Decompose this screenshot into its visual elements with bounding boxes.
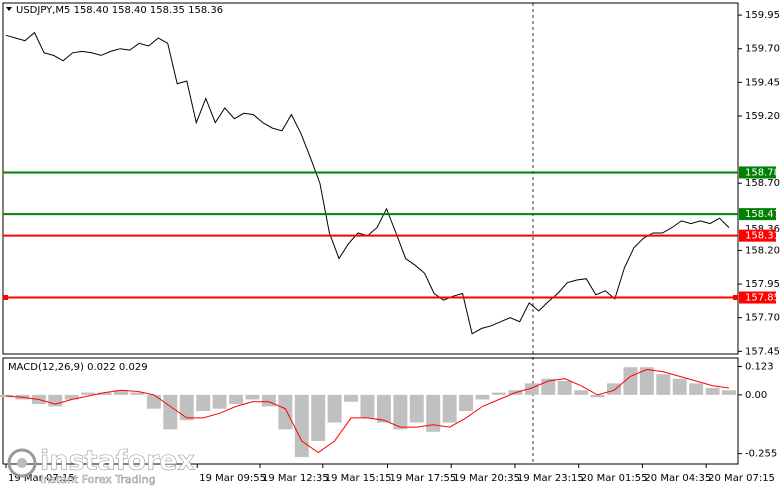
histogram-bar: [656, 374, 671, 395]
x-tick-label: 20 Mar 07:15: [708, 473, 775, 484]
level-label: 158.78: [745, 167, 780, 178]
y-tick-label: -0.255: [745, 449, 777, 460]
price-panel: [2, 2, 739, 355]
histogram-bar: [409, 394, 424, 423]
x-tick-label: 19 Mar 23:15: [517, 473, 584, 484]
y-tick-label: 159.70: [745, 44, 780, 55]
x-tick-label: 19 Mar 20:35: [453, 473, 520, 484]
histogram-bar: [229, 394, 244, 405]
y-tick-label: 0.00: [745, 390, 767, 401]
histogram-bar: [574, 390, 589, 395]
level-handle: [733, 295, 738, 301]
level-label: 157.85: [745, 293, 780, 304]
histogram-bar: [146, 394, 161, 409]
y-tick-label: 0.123: [745, 362, 774, 373]
histogram-bar: [722, 390, 736, 395]
histogram-bar: [179, 394, 194, 421]
histogram-bar: [623, 367, 638, 395]
level-box: [739, 208, 776, 221]
price-title: USDJPY,M5 158.40 158.40 158.35 158.36: [16, 5, 223, 16]
histogram-bar: [48, 394, 63, 407]
histogram-bar: [524, 383, 539, 395]
y-tick-label: 159.20: [745, 111, 780, 122]
x-tick-label: 19 Mar 17:55: [389, 473, 456, 484]
title-arrow: [6, 7, 12, 11]
macd-title: MACD(12,26,9) 0.022 0.029: [8, 362, 148, 373]
histogram-bar: [426, 394, 441, 432]
watermark-icon: [7, 448, 37, 478]
histogram-bar: [475, 394, 490, 400]
y-tick-label: 158.70: [745, 178, 780, 189]
y-tick-label: 157.95: [745, 279, 780, 290]
signal-line: [5, 368, 730, 454]
level-box: [739, 166, 776, 179]
histogram-bar: [442, 394, 457, 423]
x-tick-label: 19 Mar 12:35: [262, 473, 329, 484]
histogram-bar: [114, 390, 129, 395]
watermark-icon-core: [17, 458, 27, 468]
x-tick-label: 20 Mar 04:35: [644, 473, 711, 484]
level-box: [739, 229, 776, 242]
level-box: [739, 291, 776, 304]
y-tick-label: 158.20: [745, 245, 780, 256]
histogram-bar: [327, 394, 342, 423]
histogram-bar: [81, 392, 96, 395]
histogram-bar: [212, 394, 227, 409]
histogram-bar: [294, 394, 309, 458]
x-tick-label: 19 Mar 07:15: [8, 473, 75, 484]
histogram-bar: [344, 394, 359, 402]
histogram-bar: [163, 394, 178, 430]
x-tick-label: 20 Mar 01:55: [581, 473, 648, 484]
histogram-bar: [196, 394, 211, 411]
level-handle: [3, 295, 8, 301]
histogram-bar: [376, 394, 391, 423]
histogram-bar: [278, 394, 293, 430]
histogram-bar: [590, 394, 605, 398]
histogram-bar: [130, 392, 145, 395]
watermark: instaforex Instant Forex Trading: [7, 445, 195, 486]
histogram-bar: [606, 383, 621, 395]
histogram-bar: [672, 378, 687, 395]
level-label: 158.31: [745, 231, 780, 242]
plot-layer: 159.95 159.70 159.45 159.20 158.70 158.20 157.…: [0, 10, 780, 484]
watermark-brand: instaforex: [40, 446, 195, 477]
histogram-bar: [459, 394, 474, 411]
histogram-bar: [97, 392, 112, 395]
y-tick-label: 159.45: [745, 77, 780, 88]
y-tick-label: 157.45: [745, 346, 780, 357]
histogram-bar: [639, 367, 654, 395]
histogram-bar: [311, 394, 326, 441]
histogram-bar: [245, 394, 260, 400]
histogram-bar: [705, 387, 720, 395]
current-price-label: 158.36: [745, 224, 780, 235]
histogram-bar: [393, 394, 408, 430]
histogram-bar: [261, 394, 276, 407]
x-tick-label: 19 Mar 09:55: [199, 473, 266, 484]
level-label: 158.47: [745, 209, 780, 220]
histogram-bar: [64, 394, 79, 400]
x-tick-label: 19 Mar 15:15: [325, 473, 392, 484]
y-tick-label: 159.95: [745, 10, 780, 21]
histogram-bar: [557, 381, 572, 395]
watermark-tagline: Instant Forex Trading: [40, 473, 156, 486]
histogram-bar: [360, 394, 375, 418]
y-tick-label: 157.70: [745, 313, 780, 324]
histogram-bar: [689, 383, 704, 395]
histogram-bar: [491, 392, 506, 395]
